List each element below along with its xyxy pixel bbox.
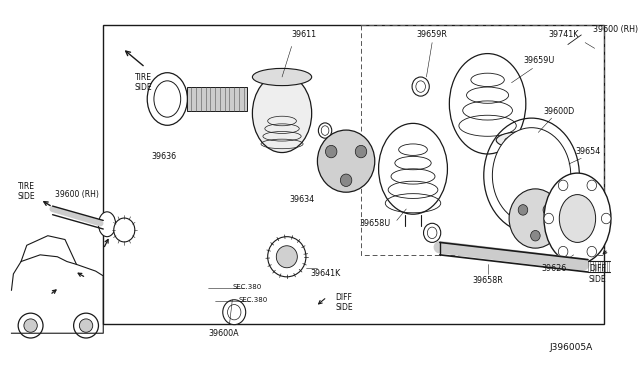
- Text: 39626: 39626: [542, 264, 567, 273]
- Ellipse shape: [587, 246, 596, 257]
- Ellipse shape: [79, 319, 93, 332]
- Text: 39654: 39654: [575, 147, 600, 156]
- Ellipse shape: [544, 213, 554, 224]
- Text: 39600 (RH): 39600 (RH): [54, 190, 99, 199]
- Text: 39636: 39636: [152, 152, 177, 161]
- Ellipse shape: [509, 189, 562, 248]
- Ellipse shape: [340, 174, 352, 186]
- Ellipse shape: [602, 213, 611, 224]
- Ellipse shape: [99, 212, 116, 237]
- Ellipse shape: [428, 227, 437, 238]
- Text: 39658R: 39658R: [472, 276, 503, 285]
- Ellipse shape: [518, 205, 528, 215]
- Text: 39659U: 39659U: [524, 56, 555, 65]
- Ellipse shape: [223, 300, 246, 325]
- Text: 39600D: 39600D: [543, 107, 575, 116]
- Ellipse shape: [449, 54, 526, 154]
- Ellipse shape: [154, 81, 180, 117]
- Ellipse shape: [412, 77, 429, 96]
- Bar: [188, 87, 246, 112]
- Text: DIFF
SIDE: DIFF SIDE: [335, 293, 353, 312]
- Ellipse shape: [252, 68, 312, 86]
- Text: 39658U: 39658U: [359, 219, 390, 228]
- Ellipse shape: [114, 218, 135, 242]
- Ellipse shape: [74, 313, 99, 338]
- Ellipse shape: [321, 126, 329, 135]
- Ellipse shape: [276, 246, 298, 268]
- Text: 39741K: 39741K: [549, 31, 579, 39]
- Ellipse shape: [318, 123, 332, 138]
- Ellipse shape: [496, 132, 552, 149]
- Text: DIFF
SIDE: DIFF SIDE: [589, 264, 606, 284]
- Ellipse shape: [317, 130, 375, 192]
- Ellipse shape: [24, 319, 37, 332]
- Text: 39634: 39634: [289, 195, 315, 204]
- Text: TIRE
SIDE: TIRE SIDE: [134, 73, 152, 93]
- Ellipse shape: [531, 231, 540, 241]
- Ellipse shape: [252, 74, 312, 153]
- Ellipse shape: [424, 223, 441, 243]
- Ellipse shape: [492, 128, 571, 223]
- Bar: [362, 25, 604, 255]
- Ellipse shape: [543, 205, 552, 215]
- Ellipse shape: [505, 135, 543, 145]
- Text: 39641K: 39641K: [310, 269, 340, 279]
- Text: 39659R: 39659R: [417, 31, 447, 39]
- Text: TIRE
SIDE: TIRE SIDE: [18, 182, 36, 201]
- Ellipse shape: [18, 313, 43, 338]
- Text: SEC.380: SEC.380: [239, 297, 268, 303]
- Ellipse shape: [147, 73, 188, 125]
- Ellipse shape: [544, 173, 611, 264]
- Ellipse shape: [416, 81, 426, 92]
- Text: J396005A: J396005A: [550, 343, 593, 352]
- Text: SEC.380: SEC.380: [232, 284, 261, 290]
- Ellipse shape: [379, 124, 447, 214]
- Ellipse shape: [558, 180, 568, 190]
- Ellipse shape: [268, 237, 306, 277]
- Text: 39600A: 39600A: [209, 329, 239, 338]
- Text: 39611: 39611: [291, 31, 317, 39]
- Ellipse shape: [559, 195, 596, 243]
- Bar: [103, 25, 604, 324]
- Ellipse shape: [558, 246, 568, 257]
- Text: 39600 (RH): 39600 (RH): [593, 25, 638, 34]
- Ellipse shape: [587, 180, 596, 190]
- Ellipse shape: [228, 305, 241, 320]
- Ellipse shape: [326, 145, 337, 158]
- Ellipse shape: [355, 145, 367, 158]
